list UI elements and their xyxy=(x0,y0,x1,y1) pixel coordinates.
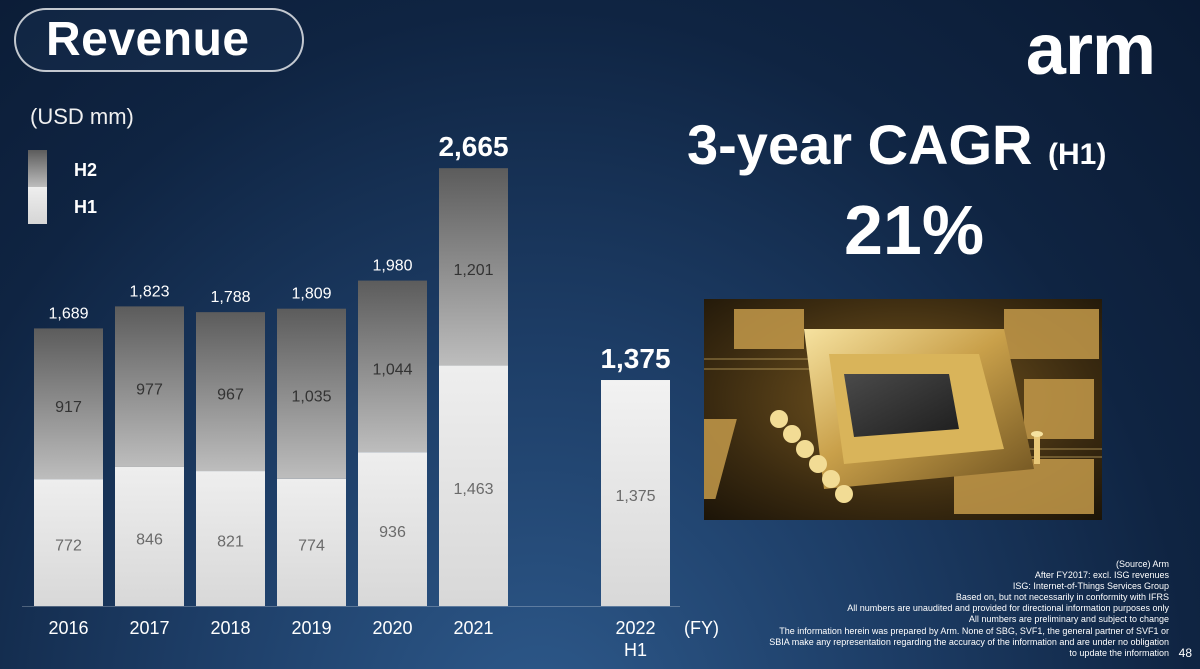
h2-data-label: 977 xyxy=(136,382,163,399)
x-tick-label: 2016 xyxy=(48,618,88,638)
x-tick-label: 2022 xyxy=(615,618,655,638)
footnote-line: (Source) Arm xyxy=(1115,559,1169,569)
total-label: 2,665 xyxy=(438,131,508,162)
x-axis-label: (FY) xyxy=(684,618,719,638)
cagr-value: 21% xyxy=(844,191,985,269)
bar-h1-2021 xyxy=(439,365,508,606)
page-number: 48 xyxy=(1178,646,1192,660)
bar-h2-2021 xyxy=(439,168,508,366)
h2-data-label: 1,044 xyxy=(372,361,412,378)
footnote-line: The information herein was prepared by A… xyxy=(779,625,1169,636)
bar-h1-2019 xyxy=(277,478,346,606)
title-pill: Revenue xyxy=(14,8,304,72)
h2-data-label: 917 xyxy=(55,399,82,416)
x-tick-label: 2019 xyxy=(291,618,331,638)
h1-data-label: 774 xyxy=(298,537,325,554)
unit-label: (USD mm) xyxy=(30,104,134,129)
h1-data-label: 936 xyxy=(379,524,406,541)
h2-data-label: 967 xyxy=(217,387,244,404)
x-tick-label: 2018 xyxy=(210,618,250,638)
footnote-line: All numbers are preliminary and subject … xyxy=(968,614,1169,625)
footnote-line: After FY2017: excl. ISG revenues xyxy=(1034,570,1169,581)
bar-h1-2018 xyxy=(196,471,265,606)
total-label: 1,375 xyxy=(600,343,670,374)
x-tick-sublabel: H1 xyxy=(624,640,647,660)
bar-h2-2019 xyxy=(277,308,346,479)
footnote-line: ISG: Internet-of-Things Services Group xyxy=(1012,581,1169,592)
bar-h2-2017 xyxy=(115,306,184,467)
bar-h1-2016 xyxy=(34,479,103,606)
h1-data-label: 772 xyxy=(55,538,82,555)
bar-h2-2018 xyxy=(196,312,265,472)
bar-h1-2017 xyxy=(115,466,184,606)
circuit-chip-photo xyxy=(704,299,1102,520)
h2-data-label: 1,035 xyxy=(291,389,331,406)
chip-icon xyxy=(704,299,1102,520)
h1-data-label: 1,375 xyxy=(615,488,655,505)
footnote-line: All numbers are unaudited and provided f… xyxy=(847,603,1169,614)
total-label: 1,980 xyxy=(372,258,412,275)
x-tick-label: 2021 xyxy=(453,618,493,638)
h1-data-label: 1,463 xyxy=(453,481,493,498)
footnote-line: SBIA make any representation regarding t… xyxy=(769,636,1169,647)
h2-data-label: 1,201 xyxy=(453,262,493,279)
h1-data-label: 846 xyxy=(136,531,163,548)
total-label: 1,788 xyxy=(210,289,250,306)
cagr-title: 3-year CAGR (H1) xyxy=(687,112,1106,177)
bar-h1-2020 xyxy=(358,452,427,606)
bar-h1-2022 xyxy=(601,380,670,606)
x-tick-label: 2017 xyxy=(129,618,169,638)
cagr-title-text: 3-year CAGR xyxy=(687,113,1033,176)
legend-label-h2: H2 xyxy=(74,160,98,180)
h1-data-label: 821 xyxy=(217,534,244,551)
total-label: 1,689 xyxy=(48,305,88,322)
x-tick-label: 2020 xyxy=(372,618,412,638)
footnote-line: Based on, but not necessarily in conform… xyxy=(955,592,1169,603)
cagr-qualifier: (H1) xyxy=(1048,138,1107,171)
footnotes: (Source) Arm After FY2017: excl. ISG rev… xyxy=(669,559,1169,659)
arm-logo: arm xyxy=(1025,10,1156,90)
bar-h2-2016 xyxy=(34,328,103,480)
legend-label-h1: H1 xyxy=(74,197,98,217)
legend-swatch-h1 xyxy=(28,187,47,224)
total-label: 1,809 xyxy=(291,286,331,303)
footnote-line: to update the information xyxy=(1069,647,1169,658)
legend-swatch-h2 xyxy=(28,150,47,187)
bar-h2-2020 xyxy=(358,280,427,453)
total-label: 1,823 xyxy=(129,283,169,300)
slide-title: Revenue xyxy=(46,13,250,66)
